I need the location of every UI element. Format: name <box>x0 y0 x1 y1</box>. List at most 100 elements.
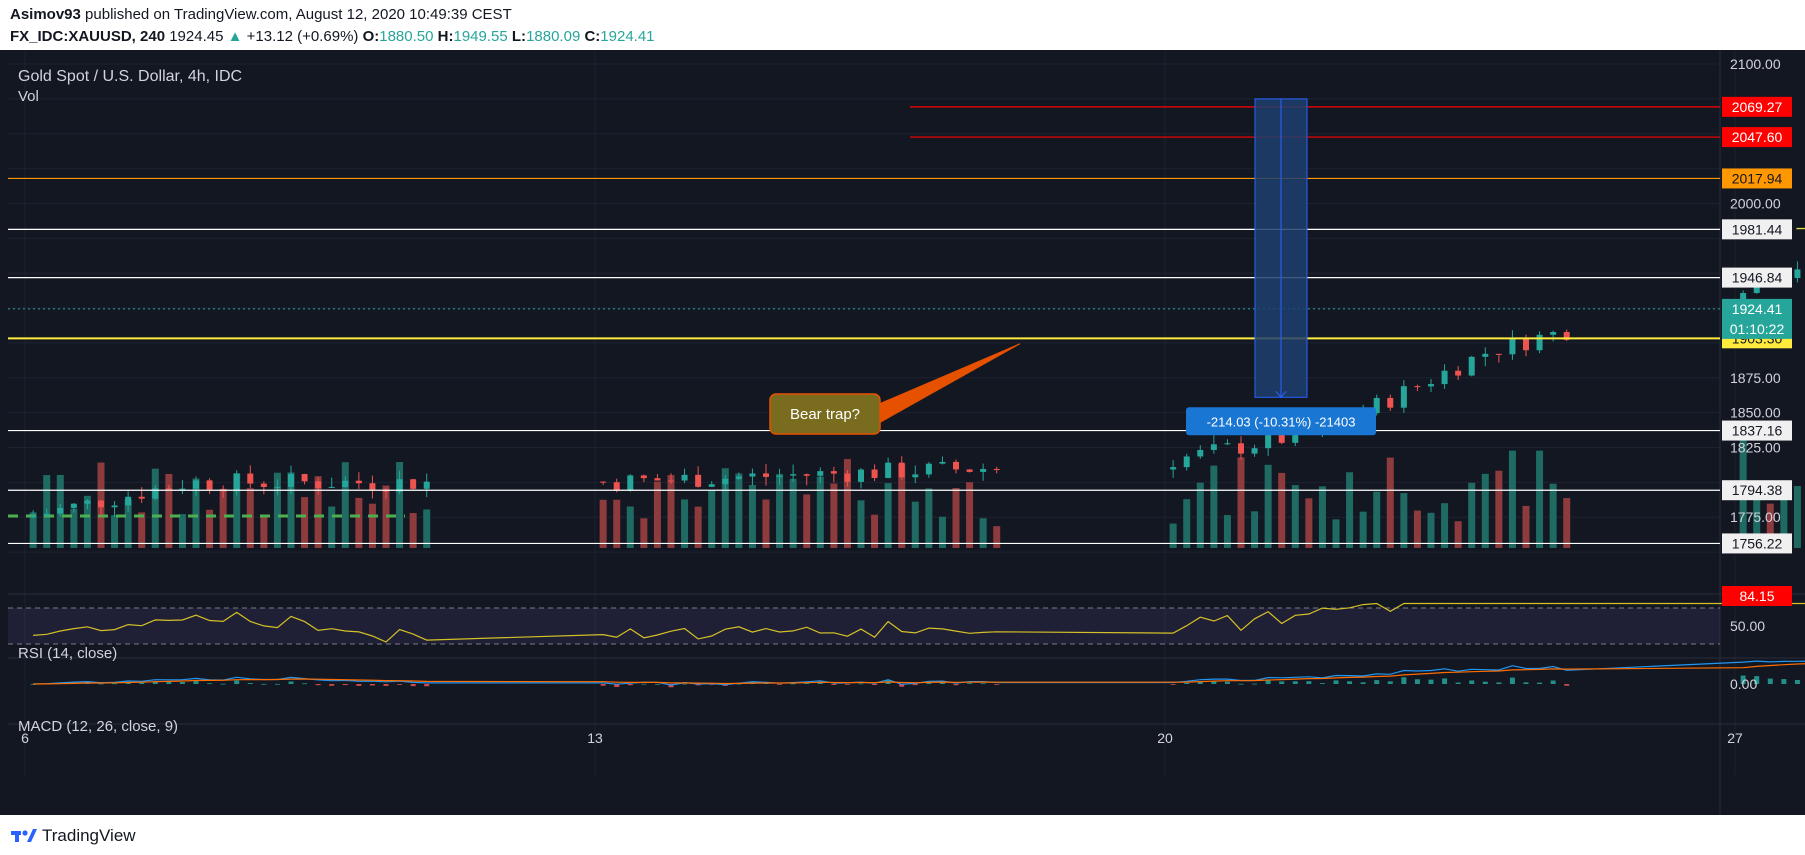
close-label: C: <box>584 28 601 45</box>
volume-bar <box>925 488 933 548</box>
volume-bar <box>1481 473 1489 548</box>
candle-body <box>247 473 254 484</box>
author-name[interactable]: Asimov93 <box>10 6 81 23</box>
candle-body <box>600 481 607 483</box>
measure-label-box <box>1186 407 1376 436</box>
time-tick-label: 6 <box>21 730 29 746</box>
macd-histogram-bar <box>369 684 375 686</box>
macd-histogram-bar <box>967 683 973 684</box>
price-chart[interactable]: -214.03 (-10.31%) -21403 Bear trap? 1775.0… <box>0 50 1805 815</box>
measure-label-text: -214.03 (-10.31%) -21403 <box>1207 414 1356 429</box>
bar-countdown-text: 01:10:22 <box>1730 321 1785 337</box>
candle-body <box>1278 432 1285 443</box>
candle-body <box>328 486 335 488</box>
candle-body <box>1387 397 1394 408</box>
macd-histogram-bar <box>1184 682 1190 684</box>
volume-bar <box>83 495 91 548</box>
chart-title: Gold Spot / U.S. Dollar, 4h, IDC <box>18 68 243 85</box>
candle-body <box>858 469 864 482</box>
level-price-tag <box>1722 533 1792 554</box>
rsi-line <box>33 602 1805 643</box>
last-price: 1924.45 <box>169 28 224 45</box>
price-tick-label: 2100.00 <box>1730 56 1781 72</box>
candle-body <box>369 483 376 490</box>
volume-bar <box>29 512 37 548</box>
level-price-text: 2069.27 <box>1732 99 1783 115</box>
candle-body <box>1183 456 1190 468</box>
macd-histogram-bar <box>261 683 267 685</box>
level-price-tag <box>1722 96 1792 117</box>
macd-histogram-bar <box>166 681 172 684</box>
volume-bar <box>952 487 960 548</box>
high-label: H: <box>437 28 454 45</box>
macd-histogram-bar <box>1781 679 1787 684</box>
macd-histogram-bar <box>654 683 660 685</box>
candle-body <box>993 468 1000 470</box>
candle-body <box>627 475 634 491</box>
macd-histogram-bar <box>410 684 416 687</box>
volume-bar <box>1508 450 1516 548</box>
candle-body <box>1509 337 1516 355</box>
candle-body <box>749 473 756 477</box>
candle-body <box>763 473 769 477</box>
macd-tick-label: 0.00 <box>1730 676 1757 692</box>
macd-histogram-bar <box>274 683 280 685</box>
macd-histogram-bar <box>329 684 335 686</box>
volume-bar <box>355 497 363 548</box>
volume-bar <box>409 513 417 548</box>
candle-body <box>1400 386 1407 408</box>
volume-bar <box>708 490 716 548</box>
volume-bar <box>1237 457 1245 548</box>
candle-body <box>695 474 702 487</box>
measure-arrow-head-icon <box>1275 390 1287 399</box>
volume-bar <box>111 515 119 548</box>
time-tick-label: 20 <box>1157 730 1173 746</box>
price-tick-label: 2000.00 <box>1730 195 1781 211</box>
volume-bar <box>178 514 186 548</box>
volume-bar <box>1427 512 1435 548</box>
candle-body <box>912 474 919 478</box>
candle-body <box>1210 444 1217 450</box>
volume-bar <box>1766 503 1774 548</box>
volume-bar <box>165 473 173 548</box>
volume-bar <box>1780 497 1788 548</box>
candle-body <box>1265 432 1272 449</box>
candle-body <box>179 488 186 490</box>
low-value: 1880.09 <box>526 28 581 45</box>
macd-histogram-bar <box>926 682 932 684</box>
volume-bar <box>423 509 431 548</box>
macd-histogram-bar <box>1469 680 1475 684</box>
macd-histogram-bar <box>1482 681 1488 684</box>
candle-body <box>1550 331 1557 335</box>
volume-bar <box>748 484 756 548</box>
footer-brand[interactable]: TradingView <box>42 826 136 845</box>
macd-histogram-bar <box>1374 680 1380 684</box>
macd-histogram-bar <box>1550 680 1556 684</box>
candle-body <box>844 473 851 482</box>
volume-bar <box>911 501 919 548</box>
publication-header: Asimov93 published on TradingView.com, A… <box>0 0 1805 50</box>
macd-histogram-bar <box>994 684 1000 685</box>
candle-body <box>1251 448 1258 454</box>
candle-body <box>1197 449 1204 457</box>
rsi-label: RSI (14, close) <box>18 645 118 662</box>
candle-body <box>668 480 674 482</box>
time-tick-label: 13 <box>587 730 603 746</box>
volume-bar <box>776 474 784 548</box>
macd-histogram-bar <box>858 683 864 685</box>
candle-body <box>1224 443 1231 445</box>
level-price-tag <box>1722 267 1792 288</box>
candle-body <box>125 496 132 506</box>
volume-bar <box>1196 482 1204 548</box>
level-price-tag <box>1722 168 1792 189</box>
volume-bar <box>1563 498 1571 548</box>
candle-body <box>1468 356 1475 376</box>
volume-bar <box>857 500 865 548</box>
level-price-tag <box>1722 127 1792 148</box>
chart-area[interactable]: -214.03 (-10.31%) -21403 Bear trap? 1775.0… <box>0 50 1805 815</box>
volume-bar <box>681 499 689 548</box>
candle-body <box>776 475 783 477</box>
chart-background <box>0 50 1805 815</box>
level-price-text: 2017.94 <box>1732 170 1783 186</box>
up-arrow-icon: ▲ <box>227 28 243 45</box>
